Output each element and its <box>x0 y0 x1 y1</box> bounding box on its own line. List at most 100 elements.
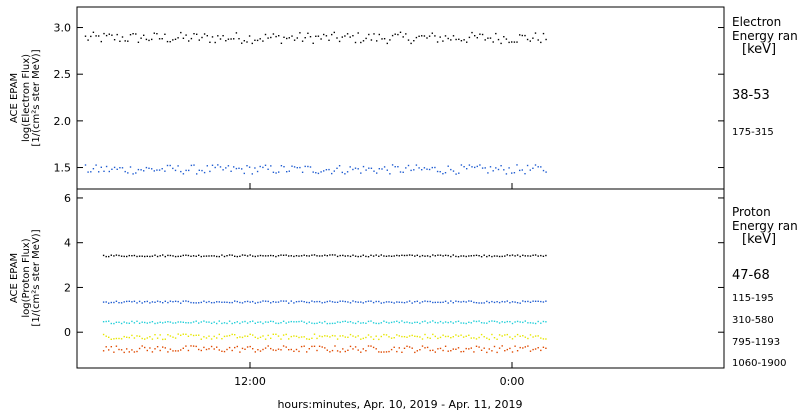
data-point <box>503 169 505 171</box>
data-point <box>346 33 349 35</box>
data-point <box>385 351 388 353</box>
data-point <box>162 338 164 341</box>
data-point <box>336 321 339 323</box>
data-point <box>393 337 395 339</box>
data-point <box>455 348 457 350</box>
data-point <box>231 322 233 325</box>
data-point <box>216 255 218 258</box>
data-point <box>405 167 407 169</box>
data-point <box>344 173 346 175</box>
data-point <box>185 345 187 347</box>
data-point <box>138 322 141 324</box>
data-point <box>120 255 123 257</box>
data-point <box>390 321 393 324</box>
data-point <box>264 338 267 340</box>
data-point <box>280 322 282 324</box>
data-point <box>239 351 241 353</box>
data-point <box>398 335 400 337</box>
data-point <box>151 38 153 41</box>
data-point <box>304 165 306 168</box>
data-point <box>378 338 380 341</box>
data-point <box>488 338 490 341</box>
data-point <box>334 345 336 347</box>
data-point <box>144 321 146 324</box>
data-point <box>123 351 125 354</box>
data-point <box>342 348 344 350</box>
data-point <box>432 320 434 322</box>
data-point <box>211 36 214 38</box>
data-point <box>195 255 197 257</box>
data-point <box>465 255 467 258</box>
data-point <box>222 35 224 37</box>
data-point <box>313 301 316 303</box>
data-point <box>174 169 177 172</box>
data-point <box>487 172 489 174</box>
data-point <box>169 335 172 337</box>
data-point <box>406 345 408 347</box>
data-point <box>346 171 349 173</box>
data-point <box>329 300 331 302</box>
data-point <box>439 320 442 323</box>
data-point <box>365 37 367 40</box>
data-point <box>290 255 292 257</box>
data-point <box>437 348 439 350</box>
data-point <box>431 32 433 34</box>
data-point <box>421 338 424 340</box>
data-point <box>131 255 133 257</box>
data-point <box>201 169 203 172</box>
data-point <box>336 338 339 340</box>
data-point <box>113 39 116 41</box>
data-point <box>347 301 349 303</box>
data-point <box>205 337 208 339</box>
data-point <box>217 35 219 37</box>
data-point <box>349 302 352 304</box>
data-point <box>172 39 174 41</box>
data-point <box>386 42 388 45</box>
data-point <box>126 300 128 303</box>
data-point <box>182 333 184 335</box>
data-point <box>108 33 110 35</box>
data-point <box>306 351 308 353</box>
data-point <box>217 164 219 166</box>
data-point <box>488 348 490 350</box>
proton-legend-title1: Proton <box>732 205 771 219</box>
data-point <box>372 322 375 324</box>
data-point <box>534 254 537 256</box>
data-point <box>419 322 421 325</box>
data-point <box>401 301 403 304</box>
data-point <box>156 33 158 35</box>
data-point <box>256 39 259 42</box>
data-point <box>378 33 380 36</box>
data-point <box>403 336 406 338</box>
data-point <box>465 347 467 350</box>
data-point <box>288 321 290 323</box>
data-point <box>339 321 341 324</box>
data-point <box>198 254 200 256</box>
data-point <box>231 349 233 352</box>
data-point <box>262 348 264 351</box>
data-point <box>471 31 473 34</box>
data-point <box>286 171 288 173</box>
data-point <box>309 166 312 168</box>
data-point <box>380 351 382 353</box>
data-point <box>511 322 514 325</box>
data-point <box>301 171 304 173</box>
data-point <box>342 335 344 337</box>
data-point <box>90 35 92 38</box>
data-point <box>133 254 136 257</box>
data-point <box>198 39 200 41</box>
data-point <box>231 254 233 256</box>
data-point <box>437 337 439 340</box>
data-point <box>405 33 407 35</box>
data-point <box>282 320 285 322</box>
data-point <box>486 322 488 324</box>
data-point <box>158 38 161 40</box>
data-point <box>421 35 423 37</box>
data-point <box>115 321 118 323</box>
data-point <box>126 322 128 324</box>
data-point <box>522 300 524 302</box>
data-point <box>331 33 333 36</box>
electron-legend-series-1: 38-53 <box>732 88 770 103</box>
data-point <box>486 255 488 258</box>
data-point <box>213 255 215 257</box>
